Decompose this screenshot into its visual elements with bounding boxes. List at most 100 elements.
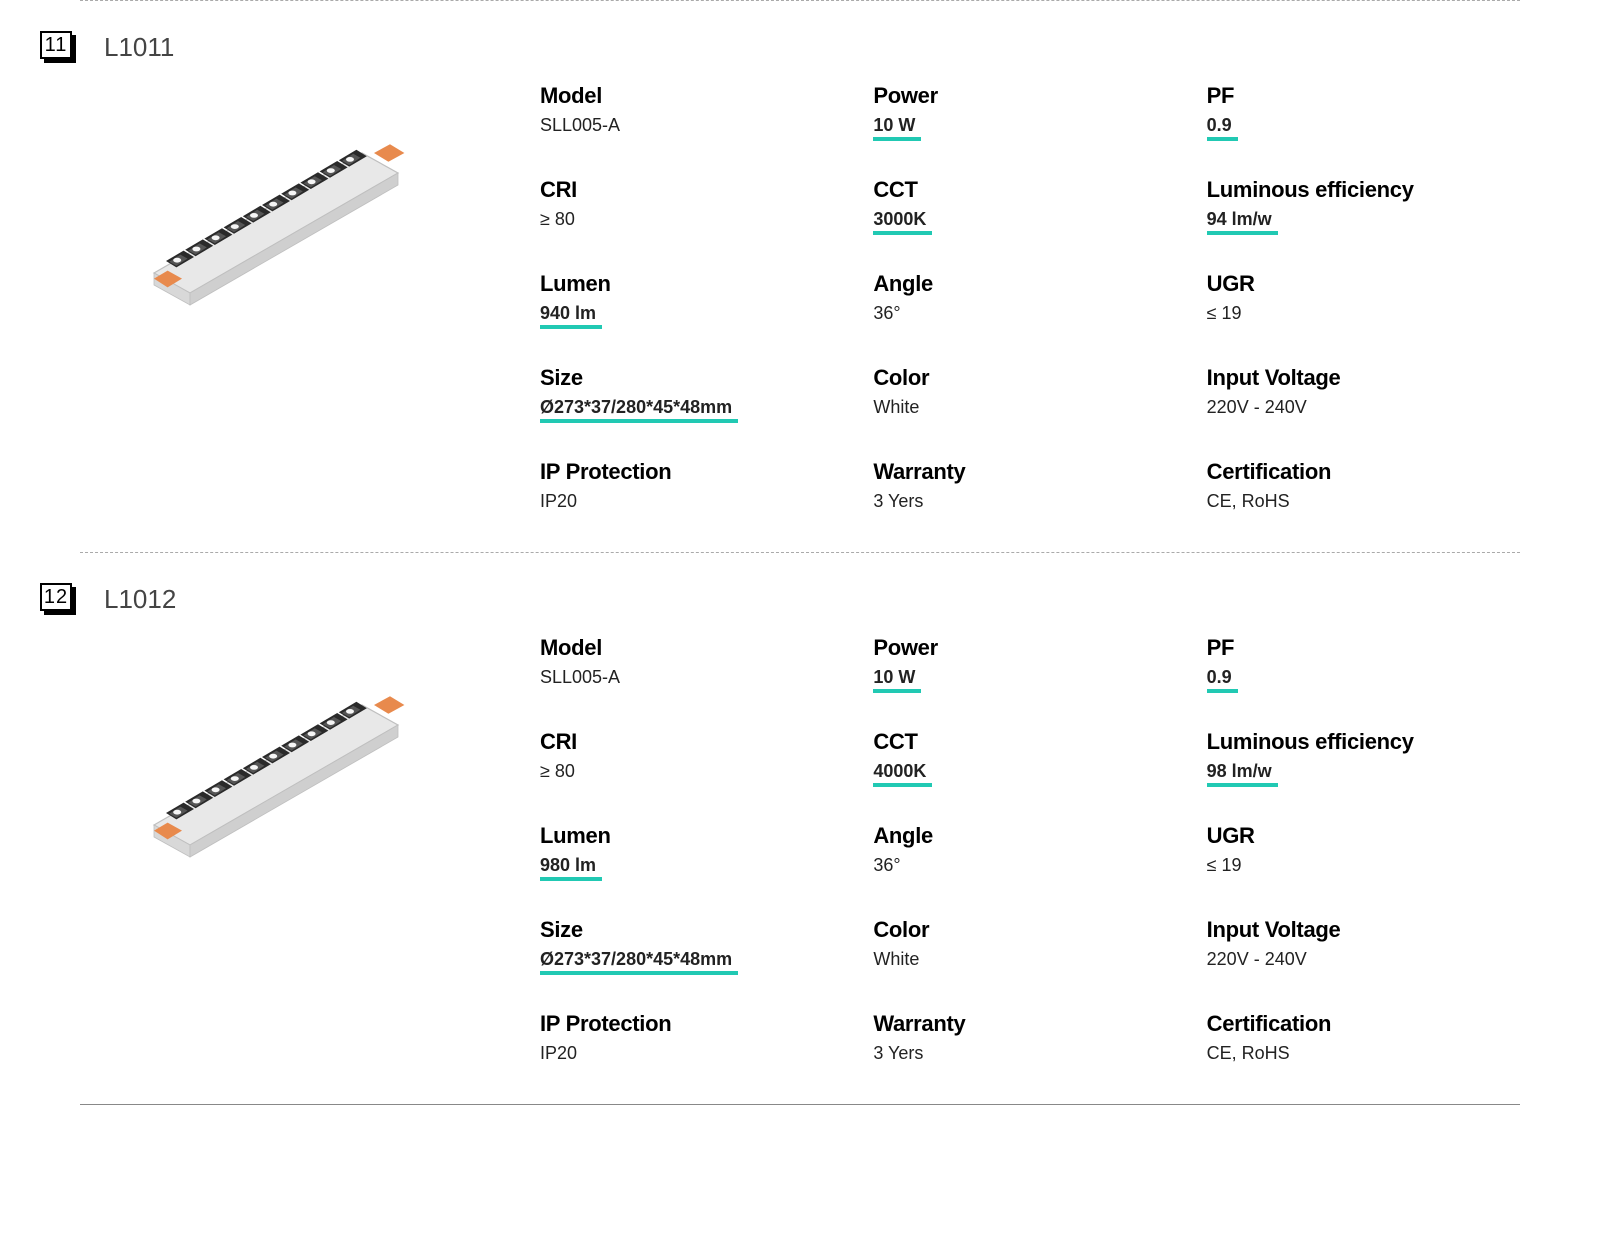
spec-power: Power 10 W — [873, 635, 1186, 693]
spec-value: White — [873, 949, 1186, 970]
spec-value: 98 lm/w — [1207, 761, 1278, 787]
spec-voltage: Input Voltage 220V - 240V — [1207, 365, 1520, 423]
spec-value: 220V - 240V — [1207, 397, 1520, 418]
product-header: 12 L1012 — [40, 583, 1520, 615]
spec-pf: PF 0.9 — [1207, 83, 1520, 141]
spec-label: CCT — [873, 729, 1186, 755]
spec-power: Power 10 W — [873, 83, 1186, 141]
spec-label: IP Protection — [540, 1011, 853, 1037]
spec-label: Certification — [1207, 459, 1520, 485]
spec-value: 94 lm/w — [1207, 209, 1278, 235]
spec-cct: CCT 4000K — [873, 729, 1186, 787]
product-code: L1011 — [104, 32, 174, 63]
spec-cert: Certification CE, RoHS — [1207, 1011, 1520, 1064]
spec-grid: Model SLL005-A Power 10 W PF 0.9 CRI ≥ 8… — [540, 625, 1520, 1064]
index-number: 11 — [40, 31, 72, 59]
spec-value: 0.9 — [1207, 667, 1238, 693]
spec-label: Color — [873, 917, 1186, 943]
spec-value: 3 Yers — [873, 1043, 1186, 1064]
spec-value: 36° — [873, 303, 1186, 324]
spec-label: Angle — [873, 271, 1186, 297]
spec-warranty: Warranty 3 Yers — [873, 459, 1186, 512]
product-header: 11 L1011 — [40, 31, 1520, 63]
product-image — [110, 93, 430, 333]
spec-value: CE, RoHS — [1207, 491, 1520, 512]
image-column — [40, 625, 500, 1064]
spec-angle: Angle 36° — [873, 823, 1186, 881]
spec-label: Certification — [1207, 1011, 1520, 1037]
spec-warranty: Warranty 3 Yers — [873, 1011, 1186, 1064]
spec-label: UGR — [1207, 271, 1520, 297]
spec-label: UGR — [1207, 823, 1520, 849]
spec-pf: PF 0.9 — [1207, 635, 1520, 693]
spec-value: SLL005-A — [540, 115, 853, 136]
spec-value: 36° — [873, 855, 1186, 876]
spec-label: PF — [1207, 83, 1520, 109]
spec-lumen: Lumen 980 lm — [540, 823, 853, 881]
spec-voltage: Input Voltage 220V - 240V — [1207, 917, 1520, 975]
spec-value: 980 lm — [540, 855, 602, 881]
product-section: 11 L1011 — [0, 1, 1600, 552]
spec-cri: CRI ≥ 80 — [540, 729, 853, 787]
spec-value: 10 W — [873, 667, 921, 693]
spec-lum_eff: Luminous efficiency 94 lm/w — [1207, 177, 1520, 235]
spec-model: Model SLL005-A — [540, 635, 853, 693]
spec-lumen: Lumen 940 lm — [540, 271, 853, 329]
spec-value: Ø273*37/280*45*48mm — [540, 397, 738, 423]
product-body: Model SLL005-A Power 10 W PF 0.9 CRI ≥ 8… — [40, 73, 1520, 512]
spec-label: Angle — [873, 823, 1186, 849]
spec-value: 3 Yers — [873, 491, 1186, 512]
product-code: L1012 — [104, 584, 176, 615]
spec-label: Warranty — [873, 1011, 1186, 1037]
spec-value: 4000K — [873, 761, 932, 787]
spec-lum_eff: Luminous efficiency 98 lm/w — [1207, 729, 1520, 787]
spec-label: Lumen — [540, 823, 853, 849]
spec-value: 10 W — [873, 115, 921, 141]
spec-value: ≥ 80 — [540, 761, 853, 782]
spec-value: 3000K — [873, 209, 932, 235]
spec-color: Color White — [873, 365, 1186, 423]
spec-cert: Certification CE, RoHS — [1207, 459, 1520, 512]
spec-value: 940 lm — [540, 303, 602, 329]
index-badge: 12 — [40, 583, 76, 615]
spec-grid: Model SLL005-A Power 10 W PF 0.9 CRI ≥ 8… — [540, 73, 1520, 512]
spec-label: Warranty — [873, 459, 1186, 485]
spec-label: CRI — [540, 729, 853, 755]
spec-ip: IP Protection IP20 — [540, 459, 853, 512]
spec-label: IP Protection — [540, 459, 853, 485]
product-image — [110, 645, 430, 885]
spec-value: Ø273*37/280*45*48mm — [540, 949, 738, 975]
spec-value: ≤ 19 — [1207, 855, 1520, 876]
spec-size: Size Ø273*37/280*45*48mm — [540, 365, 853, 423]
spec-label: Size — [540, 365, 853, 391]
spec-size: Size Ø273*37/280*45*48mm — [540, 917, 853, 975]
spec-value: IP20 — [540, 1043, 853, 1064]
spec-label: CRI — [540, 177, 853, 203]
spec-label: Input Voltage — [1207, 365, 1520, 391]
spec-label: Power — [873, 83, 1186, 109]
spec-label: Input Voltage — [1207, 917, 1520, 943]
spec-label: Size — [540, 917, 853, 943]
spec-value: 220V - 240V — [1207, 949, 1520, 970]
product-body: Model SLL005-A Power 10 W PF 0.9 CRI ≥ 8… — [40, 625, 1520, 1064]
spec-value: 0.9 — [1207, 115, 1238, 141]
spec-angle: Angle 36° — [873, 271, 1186, 329]
spec-ugr: UGR ≤ 19 — [1207, 823, 1520, 881]
spec-value: ≤ 19 — [1207, 303, 1520, 324]
spec-label: Model — [540, 83, 853, 109]
spec-value: SLL005-A — [540, 667, 853, 688]
index-number: 12 — [40, 583, 72, 611]
spec-ugr: UGR ≤ 19 — [1207, 271, 1520, 329]
section-divider — [80, 1104, 1520, 1105]
spec-value: CE, RoHS — [1207, 1043, 1520, 1064]
spec-label: PF — [1207, 635, 1520, 661]
index-badge: 11 — [40, 31, 76, 63]
spec-value: White — [873, 397, 1186, 418]
spec-cct: CCT 3000K — [873, 177, 1186, 235]
spec-label: Power — [873, 635, 1186, 661]
spec-model: Model SLL005-A — [540, 83, 853, 141]
spec-value: ≥ 80 — [540, 209, 853, 230]
spec-label: CCT — [873, 177, 1186, 203]
product-section: 12 L1012 — [0, 553, 1600, 1104]
spec-color: Color White — [873, 917, 1186, 975]
